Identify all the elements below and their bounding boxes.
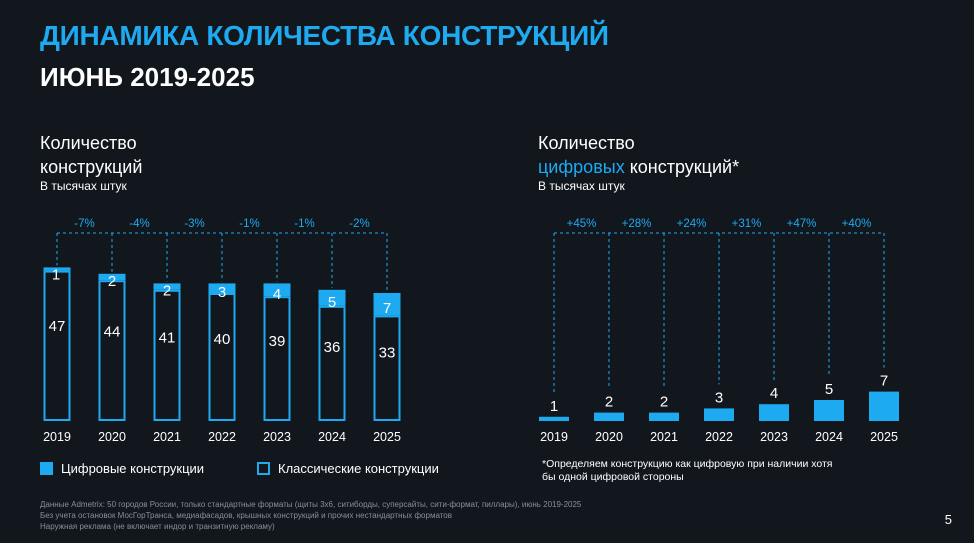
page-title: ДИНАМИКА КОЛИЧЕСТВА КОНСТРУКЦИЙ: [40, 20, 609, 51]
source-line-2: Без учета остановок МосГорТранса, медиаф…: [40, 511, 452, 520]
bar-digital-label: 2: [108, 273, 116, 290]
change-label: -4%: [129, 218, 149, 230]
bar-digital: [869, 391, 899, 421]
bar-classic-label: 39: [269, 333, 286, 350]
source-line-1: Данные Admetrix: 50 городов России, толь…: [40, 500, 582, 509]
bar-classic: [263, 296, 291, 422]
x-tick-label: 2019: [540, 430, 568, 444]
left-chart-title-line2: конструкций: [40, 157, 143, 177]
left-chart-unit: В тысячах штук: [40, 179, 127, 193]
bar-value-label: 1: [550, 398, 558, 415]
bar-digital: [263, 283, 291, 297]
right-chart-title-line2: цифровых конструкций*: [538, 155, 739, 179]
x-tick-label: 2024: [815, 430, 843, 444]
change-label: +45%: [567, 218, 597, 230]
bar-digital: [594, 412, 624, 421]
bar-digital: [373, 293, 401, 316]
source-line-3: Наружная реклама (не включает индор и тр…: [40, 522, 275, 531]
x-tick-label: 2023: [263, 430, 291, 444]
legend-digital: Цифровые конструкции: [40, 461, 204, 476]
x-tick-label: 2020: [98, 430, 126, 444]
footnote: *Определяем конструкцию как цифровую при…: [542, 458, 833, 483]
legend-digital-swatch: [40, 462, 53, 475]
x-tick-label: 2022: [705, 430, 733, 444]
bar-digital: [814, 400, 844, 421]
right-chart-title-line1: Количество: [538, 133, 635, 153]
bar-classic: [98, 280, 126, 422]
bar-digital: [153, 283, 181, 290]
bar-classic-label: 33: [379, 345, 396, 362]
right-chart-unit: В тысячах штук: [538, 179, 625, 193]
bar-value-label: 3: [715, 389, 723, 406]
x-tick-label: 2025: [870, 430, 898, 444]
bar-digital-label: 5: [328, 294, 336, 311]
bar-digital: [539, 416, 569, 421]
left-chart-title: Количество конструкций: [40, 131, 142, 179]
x-tick-label: 2020: [595, 430, 623, 444]
x-tick-label: 2019: [43, 430, 71, 444]
bar-value-label: 2: [605, 394, 613, 411]
x-tick-label: 2024: [318, 430, 346, 444]
change-label: -2%: [349, 218, 369, 230]
bar-classic-label: 41: [159, 329, 176, 346]
bar-digital: [208, 283, 236, 293]
bar-digital: [649, 412, 679, 421]
change-label: -1%: [239, 218, 259, 230]
right-chart-title-accent: цифровых: [538, 157, 625, 177]
change-label: -1%: [294, 218, 314, 230]
change-label: -7%: [74, 218, 94, 230]
change-label: +28%: [622, 218, 652, 230]
bar-classic: [373, 315, 401, 421]
page-subtitle: ИЮНЬ 2019-2025: [40, 62, 255, 92]
bar-value-label: 4: [770, 385, 778, 402]
bar-digital-label: 2: [163, 283, 171, 300]
bar-classic-label: 40: [214, 331, 231, 348]
change-label: +31%: [732, 218, 762, 230]
x-tick-label: 2021: [650, 430, 678, 444]
bar-digital-label: 1: [52, 266, 60, 283]
bar-value-label: 2: [660, 394, 668, 411]
bar-digital: [704, 408, 734, 421]
change-label: +40%: [842, 218, 872, 230]
bar-digital-label: 3: [218, 284, 226, 301]
change-label: +24%: [677, 218, 707, 230]
bar-digital-label: 7: [383, 300, 391, 317]
bar-classic: [43, 270, 71, 421]
bar-classic: [208, 293, 236, 421]
right-chart-title-rest: конструкций*: [624, 157, 740, 177]
bar-digital: [759, 404, 789, 421]
legend-digital-label: Цифровые конструкции: [61, 461, 205, 476]
change-label: +47%: [787, 218, 817, 230]
x-tick-label: 2023: [760, 430, 788, 444]
bar-digital: [43, 267, 71, 271]
bar-classic-label: 47: [49, 318, 66, 335]
x-tick-label: 2022: [208, 430, 236, 444]
x-tick-label: 2025: [373, 430, 401, 444]
left-chart-title-line1: Количество: [40, 133, 137, 153]
x-tick-label: 2021: [153, 430, 181, 444]
bar-value-label: 5: [825, 381, 833, 398]
bar-digital: [318, 289, 346, 306]
bar-value-label: 7: [880, 373, 888, 390]
bar-classic: [153, 289, 181, 421]
legend-classic-label: Классические конструкции: [278, 461, 439, 476]
bar-classic: [318, 305, 346, 421]
page-number: 5: [944, 512, 952, 527]
change-label: -3%: [184, 218, 204, 230]
legend-classic-swatch: [257, 462, 270, 475]
right-chart-title: Количество цифровых конструкций*: [538, 131, 739, 179]
bar-digital: [98, 273, 126, 281]
bar-classic-label: 44: [104, 324, 121, 341]
legend-classic: Классические конструкции: [257, 461, 439, 476]
bar-digital-label: 4: [273, 286, 281, 303]
bar-classic-label: 36: [324, 339, 341, 356]
